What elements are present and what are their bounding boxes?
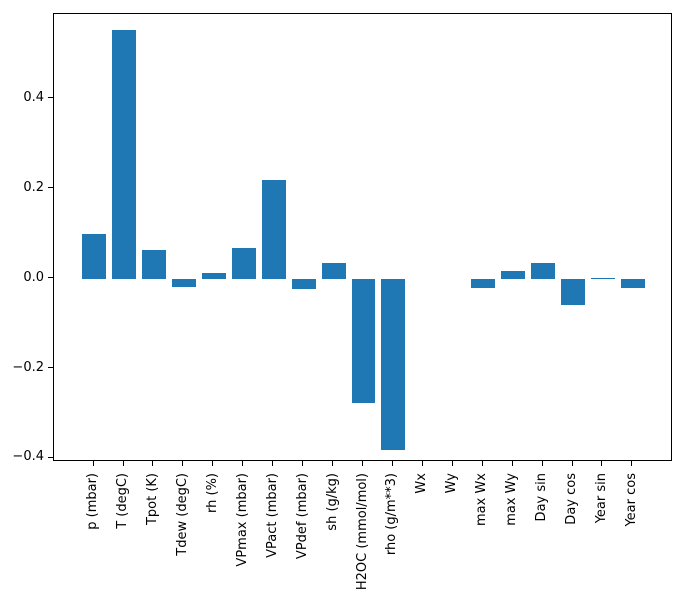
bar (590, 277, 615, 279)
bar (261, 179, 286, 279)
x-tick-mark (92, 461, 94, 466)
y-tick-label: 0.0 (23, 269, 44, 285)
x-tick-mark (571, 461, 573, 466)
x-tick-mark (182, 461, 184, 466)
bar (321, 263, 346, 279)
x-tick-mark (152, 461, 154, 466)
x-tick-mark (421, 461, 423, 466)
x-tick-label: VPmax (mbar) (234, 473, 250, 567)
y-tick-mark (48, 187, 53, 189)
bar (142, 250, 166, 279)
bars-layer (54, 14, 671, 460)
bar (620, 278, 645, 289)
x-tick-label: VPdef (mbar) (294, 473, 310, 560)
x-tick-mark (122, 461, 124, 466)
bar (351, 278, 376, 403)
bar (201, 272, 226, 279)
y-tick-label: 0.2 (23, 179, 44, 195)
bar (561, 278, 585, 306)
x-tick-label: Day sin (534, 473, 550, 522)
bar (112, 30, 136, 279)
x-tick-label: Tpot (K) (144, 473, 160, 526)
x-tick-label: H2OC (mmol/mol) (354, 473, 370, 591)
x-tick-mark (541, 461, 543, 466)
x-tick-mark (212, 461, 214, 466)
x-tick-label: p (mbar) (85, 473, 101, 530)
x-tick-label: rh (%) (204, 473, 220, 513)
x-tick-label: max Wx (474, 473, 490, 527)
x-tick-mark (511, 461, 513, 466)
x-tick-mark (451, 461, 453, 466)
bar (531, 262, 556, 279)
bar (471, 278, 496, 289)
y-tick-label: 0.4 (23, 89, 44, 105)
x-tick-mark (302, 461, 304, 466)
x-tick-mark (601, 461, 603, 466)
y-tick-mark (48, 277, 53, 279)
bar (231, 247, 256, 279)
x-tick-mark (391, 461, 393, 466)
x-tick-label: Day cos (564, 473, 580, 525)
x-tick-label: rho (g/m**3) (384, 473, 400, 556)
x-tick-label: Year sin (593, 473, 609, 524)
x-tick-mark (631, 461, 633, 466)
x-tick-label: VPact (mbar) (264, 473, 280, 558)
x-tick-label: Year cos (623, 473, 639, 527)
y-tick-mark (48, 367, 53, 369)
y-tick-label: −0.4 (12, 449, 44, 465)
bar (501, 271, 526, 279)
x-tick-label: T (degC) (115, 473, 131, 529)
bar (381, 278, 406, 450)
x-tick-mark (481, 461, 483, 466)
y-tick-mark (48, 97, 53, 99)
plot-area (53, 13, 672, 461)
bar (171, 278, 196, 288)
x-tick-mark (272, 461, 274, 466)
x-tick-mark (332, 461, 334, 466)
bar (82, 233, 107, 279)
x-tick-mark (362, 461, 363, 466)
x-tick-label: sh (g/kg) (324, 473, 340, 531)
x-tick-label: max Wy (504, 473, 520, 526)
x-tick-label: Tdew (degC) (174, 473, 190, 556)
x-tick-mark (242, 461, 244, 466)
x-tick-label: Wy (444, 473, 460, 494)
y-tick-label: −0.2 (12, 359, 44, 375)
bar (291, 278, 316, 290)
y-tick-mark (48, 456, 53, 458)
x-tick-label: Wx (414, 473, 430, 494)
